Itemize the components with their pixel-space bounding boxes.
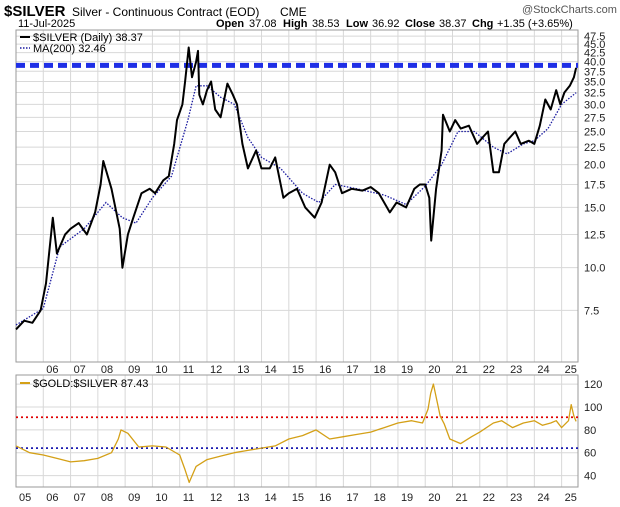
- price-x-tick: 15: [292, 364, 304, 376]
- legend-price-label: $SILVER (Daily) 38.37: [33, 32, 143, 44]
- ratio-x-tick: 10: [155, 492, 167, 504]
- description: Silver - Continuous Contract (EOD): [72, 5, 259, 19]
- price-y-tick: 15.0: [584, 202, 605, 214]
- price-x-tick: 20: [428, 364, 440, 376]
- silver-price-line: [15, 46, 578, 331]
- price-y-tick: 10.0: [584, 263, 605, 275]
- high-label: High: [283, 18, 308, 30]
- price-x-tick: 08: [101, 364, 113, 376]
- legend-ratio-label: $GOLD:$SILVER 87.43: [33, 378, 148, 390]
- price-y-tick: 45.0: [584, 39, 605, 51]
- ratio-x-tick: 08: [101, 492, 113, 504]
- date: 11-Jul-2025: [18, 18, 75, 30]
- price-y-tick: 20.0: [584, 160, 605, 172]
- ratio-x-tick: 15: [292, 492, 304, 504]
- ratio-y-tick: 80: [584, 425, 596, 437]
- price-axis-ticks: 7.510.012.515.017.520.022.525.027.530.03…: [46, 31, 605, 376]
- ratio-x-tick: 14: [265, 492, 277, 504]
- price-x-tick: 12: [210, 364, 222, 376]
- price-y-tick: 42.5: [584, 48, 605, 60]
- price-x-tick: 10: [155, 364, 167, 376]
- ratio-axis-ticks: 40 60 80 100 120 05 06 07 08 09 10 11 12 13 14 15 16 17 18…: [19, 379, 602, 504]
- ratio-x-tick: 09: [128, 492, 140, 504]
- ma200-line: [15, 85, 577, 326]
- price-y-tick: 27.5: [584, 112, 605, 124]
- gold-silver-ratio-line: [15, 383, 577, 484]
- ratio-y-tick: 40: [584, 471, 596, 483]
- chg-label: Chg: [472, 18, 493, 30]
- price-y-tick: 7.5: [584, 305, 599, 317]
- price-x-tick: 16: [319, 364, 331, 376]
- high-value: 38.53: [312, 18, 340, 30]
- price-legend: $SILVER (Daily) 38.37 MA(200) 32.46: [20, 32, 143, 55]
- ratio-x-tick: 16: [319, 492, 331, 504]
- price-grid: [16, 30, 578, 362]
- ratio-x-tick: 05: [19, 492, 31, 504]
- ratio-x-tick: 23: [510, 492, 522, 504]
- ratio-x-tick: 13: [237, 492, 249, 504]
- ratio-panel-border: [15, 374, 579, 488]
- ratio-x-tick: 19: [401, 492, 413, 504]
- ratio-x-tick: 18: [374, 492, 386, 504]
- ratio-x-tick: 22: [483, 492, 495, 504]
- low-value: 36.92: [372, 18, 400, 30]
- price-x-tick: 24: [537, 364, 549, 376]
- ratio-x-tick: 07: [74, 492, 86, 504]
- price-y-tick: 37.5: [584, 66, 605, 78]
- ratio-y-tick: 100: [584, 402, 602, 414]
- ratio-x-tick: 25: [565, 492, 577, 504]
- ratio-x-tick: 20: [428, 492, 440, 504]
- ratio-y-tick: 120: [584, 379, 602, 391]
- price-x-tick: 21: [456, 364, 468, 376]
- price-x-tick: 22: [483, 364, 495, 376]
- price-x-tick: 19: [401, 364, 413, 376]
- price-y-tick: 22.5: [584, 142, 605, 154]
- ratio-grid: [15, 375, 578, 487]
- ratio-legend: $GOLD:$SILVER 87.43: [20, 378, 148, 390]
- price-y-tick: 40.0: [584, 57, 605, 69]
- price-y-tick: 25.0: [584, 127, 605, 139]
- ratio-x-tick: 24: [537, 492, 549, 504]
- price-x-tick: 13: [237, 364, 249, 376]
- price-panel-border: [15, 29, 579, 363]
- price-x-tick: 11: [183, 364, 194, 376]
- ratio-x-tick: 17: [346, 492, 358, 504]
- ohlc-readout: Open 37.08 High 38.53 Low 36.92 Close 38…: [216, 18, 573, 30]
- close-label: Close: [405, 18, 435, 30]
- price-y-tick: 30.0: [584, 99, 605, 111]
- price-x-tick: 25: [565, 364, 577, 376]
- price-x-tick: 06: [46, 364, 58, 376]
- price-x-tick: 14: [265, 364, 277, 376]
- exchange: CME: [280, 5, 307, 19]
- price-x-tick: 07: [74, 364, 86, 376]
- ratio-x-tick: 11: [183, 492, 194, 504]
- close-value: 38.37: [439, 18, 467, 30]
- price-x-tick: 18: [374, 364, 386, 376]
- low-label: Low: [346, 18, 368, 30]
- ratio-x-tick: 21: [456, 492, 468, 504]
- price-y-tick: 32.5: [584, 88, 605, 100]
- price-y-tick: 35.0: [584, 77, 605, 89]
- open-label: Open: [216, 18, 244, 30]
- ratio-x-tick: 06: [46, 492, 58, 504]
- price-x-tick: 17: [346, 364, 358, 376]
- legend-ma-label: MA(200) 32.46: [33, 43, 106, 55]
- ratio-y-tick: 60: [584, 448, 596, 460]
- price-y-tick: 47.5: [584, 31, 605, 43]
- symbol: $SILVER: [4, 3, 66, 20]
- price-y-tick: 17.5: [584, 180, 605, 192]
- ratio-x-tick: 12: [210, 492, 222, 504]
- open-value: 37.08: [249, 18, 277, 30]
- chg-value: +1.35 (+3.65%): [497, 18, 573, 30]
- price-x-tick: 23: [510, 364, 522, 376]
- price-x-tick: 09: [128, 364, 140, 376]
- watermark: @StockCharts.com: [522, 4, 617, 16]
- price-y-tick: 12.5: [584, 230, 605, 242]
